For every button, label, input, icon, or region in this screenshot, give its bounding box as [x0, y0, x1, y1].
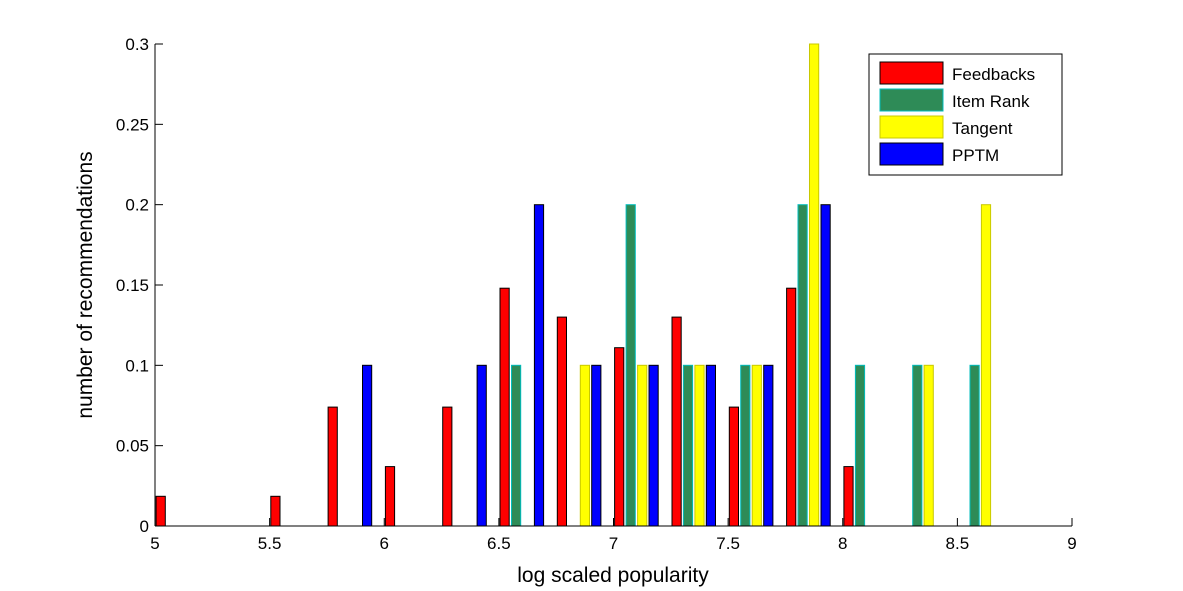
- bar-pptm-6: [533, 204, 545, 527]
- x-tick-label: 7.5: [716, 534, 740, 553]
- bar-pptm-7: [591, 364, 602, 527]
- bar-tangent-7: [579, 364, 590, 527]
- bar-pptm-11: [820, 204, 831, 527]
- bar-item-rank-11: [797, 204, 808, 527]
- legend: Feedbacks Item Rank Tangent PPTM: [868, 53, 1063, 176]
- bar-feedbacks-0: [155, 495, 166, 527]
- y-tick-label: 0.05: [116, 437, 149, 456]
- x-tick-label: 8.5: [946, 534, 970, 553]
- bar-item-rank-10: [740, 364, 751, 527]
- legend-label-tangent: Tangent: [952, 119, 1013, 138]
- bar-item-rank-8: [625, 204, 636, 527]
- bar-pptm-5: [476, 364, 487, 527]
- bar-item-rank-14: [969, 364, 980, 527]
- bar-item-rank-6: [511, 364, 522, 527]
- bar-feedbacks-12: [843, 466, 854, 527]
- bar-feedbacks-6: [499, 287, 510, 527]
- bar-item-rank-9: [682, 364, 694, 527]
- bar-feedbacks-9: [671, 316, 682, 527]
- bar-tangent-10: [751, 364, 762, 527]
- legend-swatch-pptm: [879, 142, 944, 166]
- bar-pptm-10: [763, 364, 774, 527]
- bar-feedbacks-4: [384, 466, 396, 527]
- y-tick-label: 0.25: [116, 115, 149, 134]
- legend-swatch-tangent: [879, 115, 944, 139]
- bar-pptm-3: [362, 364, 373, 527]
- bar-tangent-8: [637, 364, 648, 527]
- bar-feedbacks-7: [556, 316, 567, 527]
- bar-feedbacks-3: [327, 406, 338, 527]
- bar-item-rank-13: [912, 364, 923, 527]
- x-tick-label: 7: [609, 534, 618, 553]
- x-tick-label: 8: [838, 534, 847, 553]
- bar-feedbacks-10: [728, 406, 739, 527]
- bar-tangent-9: [694, 364, 705, 527]
- y-tick-label: 0: [140, 517, 149, 536]
- y-tick-label: 0.2: [125, 196, 149, 215]
- legend-label-pptm: PPTM: [952, 146, 999, 165]
- legend-label-item-rank: Item Rank: [952, 92, 1030, 111]
- bar-feedbacks-2: [270, 495, 281, 527]
- x-tick-label: 6.5: [487, 534, 511, 553]
- bar-tangent-13: [923, 364, 934, 527]
- bar-feedbacks-11: [786, 287, 797, 527]
- legend-label-feedbacks: Feedbacks: [952, 65, 1035, 84]
- axes-group: 5 5.5 6 6.5 7 7.5 8 8.5 9 0 0.05 0.1 0.15 0.2 0.25 0.3: [116, 35, 1077, 553]
- bar-tangent-14: [980, 204, 992, 527]
- bar-pptm-8: [648, 364, 659, 527]
- x-tick-label: 9: [1067, 534, 1076, 553]
- x-axis-label: log scaled popularity: [517, 564, 709, 587]
- bar-feedbacks-5: [442, 406, 453, 527]
- y-tick-label: 0.3: [125, 35, 149, 54]
- x-tick-label: 5.5: [258, 534, 282, 553]
- y-axis-label: number of recommendations: [74, 151, 97, 418]
- bar-item-rank-12: [854, 364, 866, 527]
- y-tick-label: 0.15: [116, 276, 149, 295]
- x-tick-label: 5: [150, 534, 159, 553]
- bar-tangent-11: [809, 43, 820, 527]
- bar-feedbacks-8: [614, 347, 625, 527]
- bar-pptm-9: [705, 364, 716, 527]
- y-tick-label: 0.1: [125, 356, 149, 375]
- legend-swatch-feedbacks: [879, 61, 944, 85]
- legend-swatch-item-rank: [879, 88, 944, 112]
- x-tick-label: 6: [380, 534, 389, 553]
